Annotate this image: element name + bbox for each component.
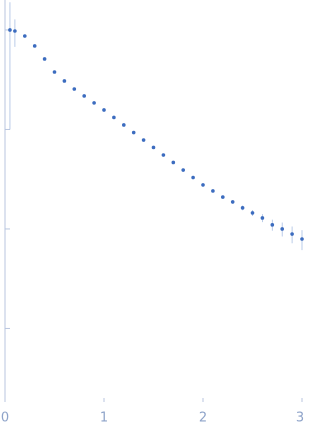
point: [211, 189, 215, 193]
point: [221, 195, 225, 199]
point: [270, 223, 275, 227]
point: [13, 29, 17, 33]
point: [250, 211, 255, 215]
point: [8, 28, 12, 32]
point: [280, 227, 285, 231]
point: [201, 183, 205, 187]
point: [181, 168, 185, 172]
point: [230, 200, 235, 204]
point: [122, 123, 126, 127]
point: [62, 79, 67, 83]
point: [141, 138, 146, 142]
point: [191, 175, 195, 180]
point: [151, 145, 156, 150]
point: [42, 57, 47, 61]
point: [171, 160, 176, 165]
point: [161, 153, 166, 157]
x-tick-label: 0: [1, 411, 9, 426]
point: [32, 44, 37, 48]
point: [240, 206, 245, 210]
x-tick-label: 3: [296, 411, 304, 426]
point: [102, 108, 106, 112]
point: [52, 70, 57, 74]
point: [112, 115, 116, 120]
point: [23, 34, 27, 38]
x-tick-label: 1: [100, 411, 108, 426]
point: [131, 130, 136, 135]
point: [72, 87, 77, 91]
point: [260, 216, 265, 220]
point: [82, 94, 86, 98]
point: [290, 232, 294, 236]
point: [300, 237, 304, 241]
chart: 0 1 2 3: [1, 0, 304, 426]
x-tick-label: 2: [199, 411, 207, 426]
point: [92, 101, 96, 105]
